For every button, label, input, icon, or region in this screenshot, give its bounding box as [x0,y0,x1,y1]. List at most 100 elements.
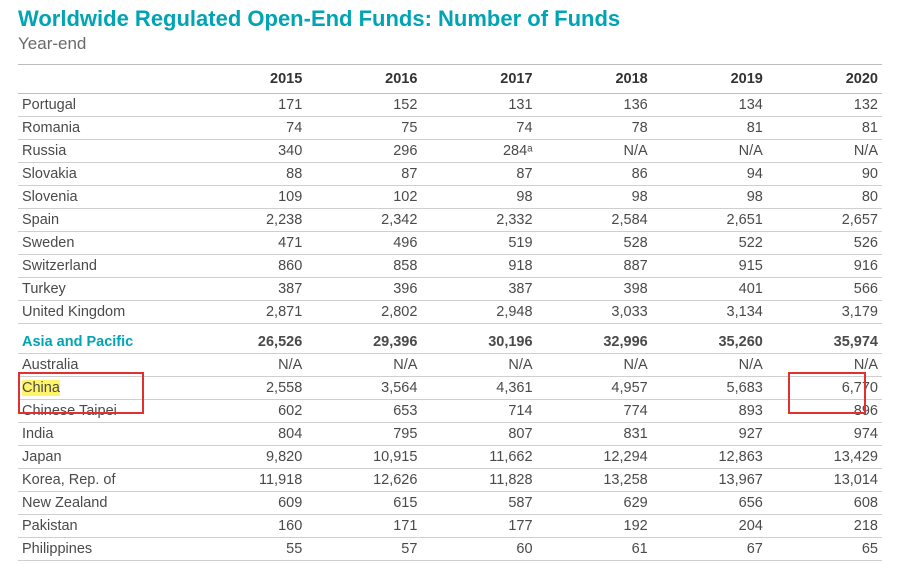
cell: 927 [652,423,767,446]
table-row: Pakistan160171177192204218 [18,515,882,538]
cell: 2,584 [537,209,652,232]
cell: 471 [191,232,306,255]
cell: 30,196 [421,324,536,354]
table-row: AustraliaN/AN/AN/AN/AN/AN/A [18,354,882,377]
cell: 2,558 [191,377,306,400]
row-name: United Kingdom [18,301,191,324]
cell: 192 [537,515,652,538]
cell: 9,820 [191,446,306,469]
cell: 528 [537,232,652,255]
cell: 87 [421,163,536,186]
cell: 11,828 [421,469,536,492]
page-subtitle: Year-end [18,34,882,54]
row-name: Switzerland [18,255,191,278]
row-name: Portugal [18,94,191,117]
row-name: Slovakia [18,163,191,186]
table-row: Slovenia10910298989880 [18,186,882,209]
cell: 918 [421,255,536,278]
cell: 916 [767,255,882,278]
cell: 12,863 [652,446,767,469]
cell: 57 [306,538,421,561]
cell: 3,033 [537,301,652,324]
cell: 566 [767,278,882,301]
row-name: Philippines [18,538,191,561]
cell: N/A [652,140,767,163]
cell: 3,179 [767,301,882,324]
cell: 32,996 [537,324,652,354]
cell: 12,626 [306,469,421,492]
cell: 2,651 [652,209,767,232]
table-row: China2,5583,5644,3614,9575,6836,770 [18,377,882,400]
cell: 653 [306,400,421,423]
table-row: Spain2,2382,3422,3322,5842,6512,657 [18,209,882,232]
cell: 102 [306,186,421,209]
cell: 387 [191,278,306,301]
cell: 13,429 [767,446,882,469]
cell: 387 [421,278,536,301]
row-name: Chinese Taipei [18,400,191,423]
cell: 714 [421,400,536,423]
cell: 11,662 [421,446,536,469]
table-row: Japan9,82010,91511,66212,29412,86313,429 [18,446,882,469]
cell: 134 [652,94,767,117]
cell: 587 [421,492,536,515]
cell: 896 [767,400,882,423]
cell: 171 [191,94,306,117]
cell: 3,564 [306,377,421,400]
table-row: Portugal171152131136134132 [18,94,882,117]
cell: 519 [421,232,536,255]
table-row: Korea, Rep. of11,91812,62611,82813,25813… [18,469,882,492]
cell: N/A [537,140,652,163]
cell: N/A [537,354,652,377]
cell: 284ᵃ [421,140,536,163]
row-name: Romania [18,117,191,140]
cell: 13,967 [652,469,767,492]
cell: 915 [652,255,767,278]
cell: 2,332 [421,209,536,232]
row-name: Spain [18,209,191,232]
row-name: Slovenia [18,186,191,209]
cell: N/A [421,354,536,377]
cell: 80 [767,186,882,209]
row-name: Pakistan [18,515,191,538]
cell: 81 [767,117,882,140]
cell: 177 [421,515,536,538]
cell: 87 [306,163,421,186]
table-row: Russia340296284ᵃN/AN/AN/A [18,140,882,163]
table-row: New Zealand609615587629656608 [18,492,882,515]
cell: 74 [191,117,306,140]
cell: 98 [652,186,767,209]
cell: 4,957 [537,377,652,400]
cell: 10,915 [306,446,421,469]
cell: 2,238 [191,209,306,232]
cell: 629 [537,492,652,515]
row-name: Turkey [18,278,191,301]
cell: 398 [537,278,652,301]
row-name: New Zealand [18,492,191,515]
cell: 2,342 [306,209,421,232]
cell: 893 [652,400,767,423]
cell: 35,260 [652,324,767,354]
cell: 2,871 [191,301,306,324]
table-row: United Kingdom2,8712,8022,9483,0333,1343… [18,301,882,324]
table-row: Slovakia888787869490 [18,163,882,186]
cell: 887 [537,255,652,278]
cell: 55 [191,538,306,561]
cell: 526 [767,232,882,255]
row-name: Russia [18,140,191,163]
cell: 26,526 [191,324,306,354]
cell: 131 [421,94,536,117]
cell: 132 [767,94,882,117]
cell: N/A [191,354,306,377]
table-row: Sweden471496519528522526 [18,232,882,255]
cell: 12,294 [537,446,652,469]
col-2016: 2016 [306,65,421,94]
row-name: Korea, Rep. of [18,469,191,492]
cell: 774 [537,400,652,423]
table-row: Asia and Pacific26,52629,39630,19632,996… [18,324,882,354]
cell: 340 [191,140,306,163]
cell: 396 [306,278,421,301]
cell: 98 [421,186,536,209]
col-2017: 2017 [421,65,536,94]
cell: 136 [537,94,652,117]
